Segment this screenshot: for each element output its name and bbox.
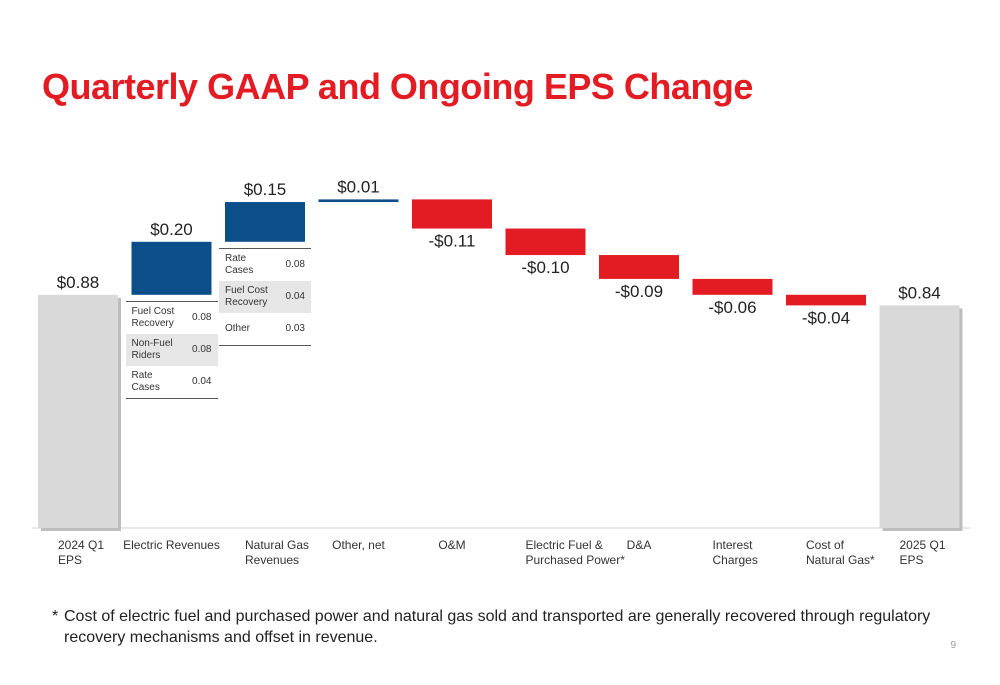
breakdown-value: 0.08: [192, 312, 212, 324]
breakdown-table: Rate Cases 0.08 Fuel Cost Recovery 0.04 Other 0…: [219, 247, 311, 346]
data-label: $0.15: [244, 180, 287, 199]
category-label: O&M: [438, 538, 465, 552]
data-label: $0.20: [150, 220, 193, 239]
bar-9: [786, 294, 866, 306]
breakdown-row: Fuel Cost Recovery 0.08: [126, 302, 218, 334]
breakdown-label: Fuel Cost Recovery: [131, 305, 175, 329]
data-label: -$0.04: [802, 308, 850, 327]
bar-5: [412, 199, 492, 229]
breakdown-label: Fuel Cost Recovery: [225, 284, 268, 308]
data-label: -$0.10: [521, 258, 569, 277]
bar-3: [225, 202, 305, 242]
data-label: $0.01: [337, 177, 380, 196]
breakdown-row: Fuel Cost Recovery 0.04: [219, 280, 311, 313]
bar-4: [318, 199, 399, 203]
page-number: 9: [950, 640, 956, 651]
footnote: * Cost of electric fuel and purchased po…: [52, 606, 942, 648]
category-label: Other, net: [332, 538, 385, 552]
bar-2: [131, 241, 212, 295]
breakdown-row: Other 0.03: [219, 313, 311, 345]
bar-8: [692, 278, 773, 295]
breakdown-value: 0.08: [285, 259, 305, 271]
breakdown-label: Other: [225, 322, 251, 334]
breakdown-label: Rate Cases: [225, 252, 254, 276]
category-label: Cost of Natural Gas*: [806, 538, 875, 567]
footnote-mark: *: [52, 608, 59, 625]
breakdown-value: 0.04: [285, 291, 305, 303]
breakdown-value: 0.04: [192, 376, 212, 388]
bar-10: [879, 305, 960, 528]
data-label: -$0.09: [615, 282, 663, 301]
category-label: 2024 Q1 EPS: [58, 538, 104, 567]
data-label: $0.84: [898, 283, 941, 302]
breakdown-value: 0.08: [192, 344, 212, 356]
data-label: $0.88: [57, 273, 100, 292]
breakdown-label: Rate Cases: [131, 369, 160, 393]
breakdown-row: Non-Fuel Riders 0.08: [125, 333, 218, 366]
data-label: -$0.06: [708, 298, 756, 317]
bar-1: [38, 294, 118, 528]
breakdown-label: Non-Fuel Riders: [131, 337, 173, 361]
breakdown-row: Rate Cases 0.04: [126, 366, 218, 398]
category-label: 2025 Q1 EPS: [900, 538, 946, 567]
category-label: Electric Fuel & Purchased Power*: [526, 538, 626, 567]
data-label: -$0.11: [429, 232, 476, 251]
footnote-text: Cost of electric fuel and purchased powe…: [64, 608, 931, 646]
breakdown-table: Fuel Cost Recovery 0.08 Non-Fuel Riders 0.08 R…: [125, 300, 218, 399]
page-title: Quarterly GAAP and Ongoing EPS Change: [42, 66, 753, 107]
category-label: D&A: [627, 538, 652, 552]
bar-6: [505, 228, 586, 256]
category-label: Interest Charges: [713, 538, 758, 567]
bar-7: [599, 255, 679, 279]
category-label: Natural Gas Revenues: [245, 538, 309, 567]
waterfall-chart: $0.88 $0.20 $0.15 $0.01 -$0.11 -$0.10 -$0.09 -$…: [32, 177, 970, 567]
breakdown-row: Rate Cases 0.08: [219, 249, 311, 281]
breakdown-value: 0.03: [285, 323, 305, 335]
category-label: Electric Revenues: [123, 538, 220, 552]
